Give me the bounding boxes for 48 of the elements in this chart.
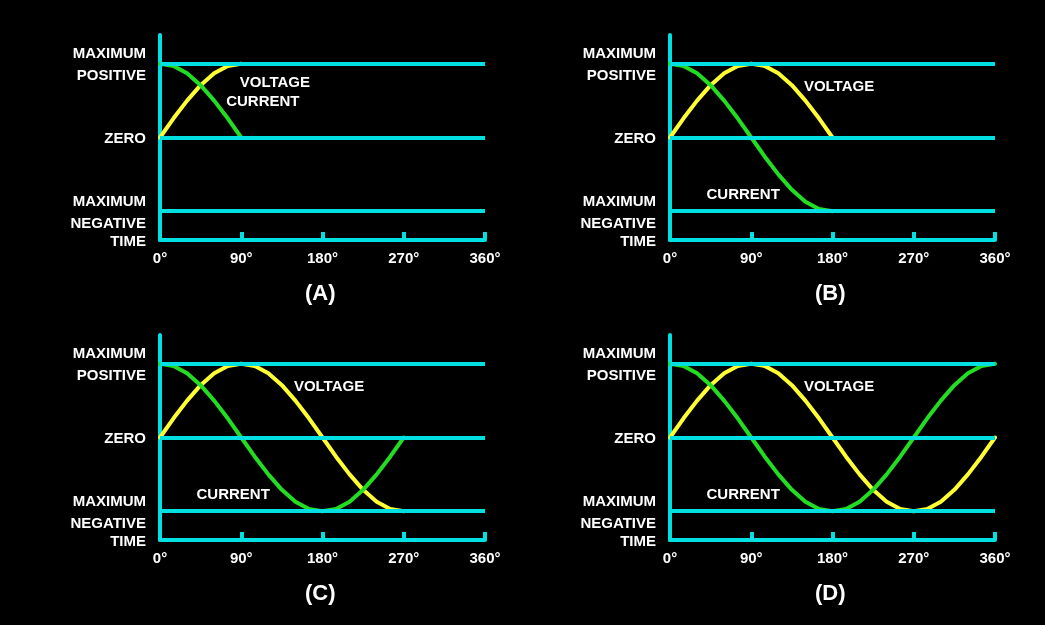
x-tick-label: 360° <box>469 549 501 566</box>
x-tick-label: 90° <box>739 249 763 266</box>
x-tick-label: 180° <box>816 549 849 566</box>
x-axis-title: TIME <box>620 531 656 549</box>
series-label: CURRENT <box>226 92 300 110</box>
x-tick-label: 0° <box>662 249 678 266</box>
x-tick-label: 0° <box>662 549 678 566</box>
x-axis-title: TIME <box>110 531 146 549</box>
ref-line-label: MAXIMUM NEGATIVE <box>70 491 146 531</box>
x-tick-label: 180° <box>816 249 849 266</box>
series-label: CURRENT <box>706 485 780 503</box>
text: (A) <box>305 279 336 305</box>
x-axis-title: TIME <box>620 231 656 249</box>
ref-line-label: MAXIMUM NEGATIVE <box>70 191 146 231</box>
ref-line-label: MAXIMUM POSITIVE <box>582 344 656 384</box>
x-tick-label: 90° <box>739 549 763 566</box>
series-label: VOLTAGE <box>239 73 310 91</box>
x-tick-label: 360° <box>979 249 1011 266</box>
ref-line-label: MAXIMUM NEGATIVE <box>580 491 656 531</box>
x-tick-label: 90° <box>229 249 253 266</box>
series-label: CURRENT <box>196 485 270 503</box>
x-tick-label: 360° <box>469 249 501 266</box>
x-tick-label: 270° <box>898 249 930 266</box>
ref-line-label: ZERO <box>614 129 657 146</box>
text: (B) <box>815 279 846 305</box>
series-label: VOLTAGE <box>803 376 875 394</box>
text: (D) <box>815 579 846 605</box>
x-tick-label: 0° <box>152 549 168 566</box>
x-tick-label: 270° <box>898 549 930 566</box>
ref-line-label: ZERO <box>104 429 147 446</box>
x-tick-label: 90° <box>229 549 253 566</box>
x-tick-label: 180° <box>306 249 339 266</box>
x-tick-label: 360° <box>979 549 1011 566</box>
x-tick-label: 0° <box>152 249 168 266</box>
x-tick-label: 270° <box>388 549 420 566</box>
series-label: VOLTAGE <box>803 76 875 94</box>
ref-line-label: MAXIMUM NEGATIVE <box>580 191 656 231</box>
ref-line-label: ZERO <box>614 429 657 446</box>
series-label: CURRENT <box>706 185 780 203</box>
x-tick-label: 180° <box>306 549 339 566</box>
ref-line-label: MAXIMUM POSITIVE <box>72 344 146 384</box>
ref-line-label: MAXIMUM POSITIVE <box>582 44 656 84</box>
ref-line-label: MAXIMUM POSITIVE <box>72 44 146 84</box>
ref-line-label: ZERO <box>104 129 147 146</box>
x-axis-title: TIME <box>110 231 146 249</box>
series-label: VOLTAGE <box>293 376 365 394</box>
x-tick-label: 270° <box>388 249 420 266</box>
text: (C) <box>305 579 336 605</box>
